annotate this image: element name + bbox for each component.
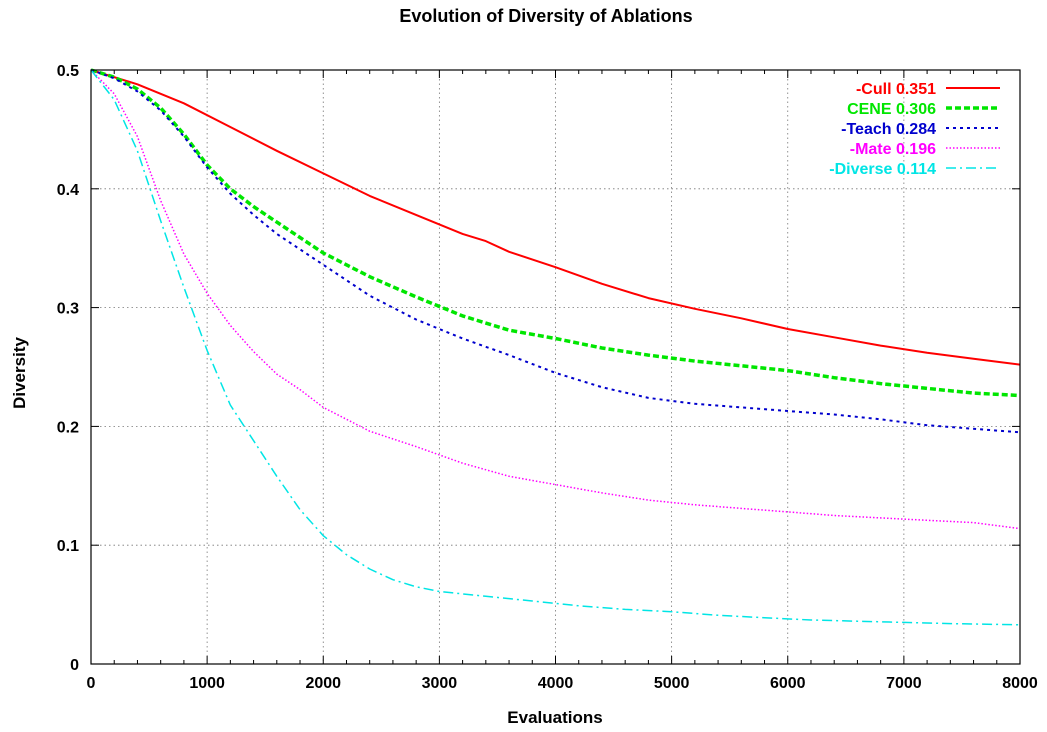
axis-ticks: 0 1000 2000 3000 4000 5000 6000 7000 8000 0 0.1 0.2… — [57, 63, 1038, 692]
y-axis-label: Diversity — [10, 337, 29, 409]
series-line — [90, 69, 1021, 626]
y-tick-label: 0.5 — [57, 63, 79, 80]
series-line — [90, 69, 1021, 434]
legend-entry-label: -Mate 0.196 — [850, 141, 936, 158]
x-tick-label: 7000 — [886, 675, 922, 692]
y-tick-label: 0.4 — [57, 182, 79, 199]
y-tick-label: 0.2 — [57, 419, 79, 436]
x-tick-label: 2000 — [305, 675, 341, 692]
grid — [91, 70, 1020, 664]
x-tick-label: 4000 — [538, 675, 574, 692]
x-tick-label: 3000 — [422, 675, 458, 692]
x-axis-label: Evaluations — [507, 708, 602, 727]
x-tick-label: 8000 — [1002, 675, 1038, 692]
x-tick-label: 6000 — [770, 675, 806, 692]
series-layer — [90, 68, 1021, 626]
y-tick-label: 0 — [70, 657, 79, 674]
legend-entry-label: -Cull 0.351 — [856, 81, 936, 98]
chart-title: Evolution of Diversity of Ablations — [399, 6, 692, 26]
x-tick-label: 0 — [87, 675, 96, 692]
series-line — [90, 68, 1021, 398]
legend-entry-label: CENE 0.306 — [847, 101, 936, 118]
y-tick-label: 0.3 — [57, 301, 79, 318]
legend-entry-label: -Teach 0.284 — [841, 121, 936, 138]
legend-entry-label: -Diverse 0.114 — [829, 161, 936, 178]
legend: -Cull 0.351 CENE 0.306 -Teach 0.284 -Mate 0… — [829, 81, 1000, 178]
y-tick-label: 0.1 — [57, 538, 79, 555]
x-tick-label: 5000 — [654, 675, 690, 692]
series-line — [90, 69, 1021, 366]
series-line — [90, 69, 1021, 530]
x-tick-label: 1000 — [189, 675, 225, 692]
